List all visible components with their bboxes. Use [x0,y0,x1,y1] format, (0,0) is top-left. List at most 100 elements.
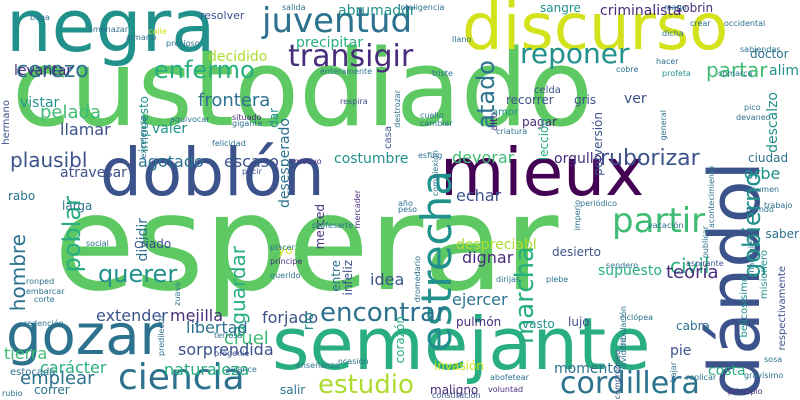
word-perversion: perversión [591,112,605,176]
word-inteligencia: inteligencia [398,3,445,12]
word-imperio: imperio [573,200,582,231]
word-mision: misionero [759,250,770,300]
word-mieux: mieux [440,134,645,211]
word-alim: alim [769,63,799,79]
word-saber: saber [765,227,799,241]
word-juventud: juventud [262,1,413,41]
word-occidental: occidental [724,19,766,28]
word-abrumador: abrumador [338,3,416,19]
word-situado: situado [232,113,262,122]
word-sangre: sangre [540,1,581,15]
word-dividido: dividido [619,338,628,370]
word-pacir: pacir [242,167,262,176]
word-estocada: estocada [10,367,56,378]
word-devorar: devorar [452,148,515,167]
word-casa: casa [383,126,394,149]
word-ciencia: ciencia [118,357,245,398]
word-excelencia: excelencia [139,116,148,159]
word-rio: río [301,312,317,331]
word-transigir: transigir [288,39,414,74]
word-idea: idea [370,270,405,289]
word-belicosisimo: belicosísimo [739,276,750,338]
word-sabiendas: sabiendas [740,45,781,54]
word-plebe: plebe [546,275,569,284]
word-cobre: cobre [616,65,639,74]
word-lujo: lujo [568,315,590,329]
word-pelada: pelada [40,102,101,123]
word-destrozar: destrozar [393,90,402,128]
word-ciclopea: ciclópea [620,313,654,322]
word-peso: peso [398,205,418,214]
word-placer: placer [270,243,295,252]
word-semejante: semejante [272,302,651,386]
word-teoria: teoría [666,262,719,283]
word-dividir: dividir [135,218,151,262]
word-maligno: maligno [430,383,479,397]
word-gozar: gozar [6,303,163,368]
word-acontecimiento: acontecimiento [707,166,716,228]
word-embarcar: embarcar [26,287,65,296]
word-precipitar: precipitar [296,35,364,51]
word-orgullo: orgullo [554,151,603,167]
word-esfing: esfing [418,151,443,160]
word-principio: principio [728,387,763,396]
word-sosa: sosa [764,355,783,364]
word-resumen: resumen [744,185,780,194]
word-reponer: reponer [520,37,630,70]
word-recorrer: recorrer [506,93,554,107]
word-dignar: dignar [462,248,514,267]
word-vistar: vistar [20,95,60,111]
word-aquivocar: aquivocar [170,115,210,124]
word-terrosa: terrosa [214,331,243,340]
word-hombre: hombre [6,234,30,312]
word-replicar: replicar [686,373,717,382]
word-larga: larga [62,199,93,213]
word-motivo: motivo [294,157,322,166]
word-vacacion: vacación [648,221,684,230]
word-mano: mano [664,3,687,12]
word-partar: partar [706,58,768,82]
word-caracter: carácter [40,358,107,377]
word-profeta: profeta [662,69,691,78]
word-bajar: bajar [669,362,678,383]
word-aspirante: aspirante [686,259,724,268]
word-resolver: resolver [200,9,245,22]
word-ensenanza: enseñanza [296,361,340,370]
word-salir: salir [280,383,306,397]
word-desesperado: desesperado [277,118,293,208]
word-hermano: hermano [1,100,12,145]
word-naturaleza: naturaleza [164,360,250,379]
word-orbe: orbe [744,164,781,183]
word-cabra: cabra [676,319,710,333]
word-respira: respira [340,97,368,106]
word-gravisimo: gravísimo [744,371,784,380]
word-publicar: publicar [701,226,710,259]
word-ejercer: ejercer [452,290,508,309]
word-ruborizar: ruborizar [600,146,700,171]
word-decidido: decidido [208,49,268,65]
word-celda: celda [534,85,561,96]
word-calle: calle [148,27,167,36]
word-cerezo: cerezo [16,58,89,83]
word-levantar: levantar [14,63,73,79]
word-ronped: ronped [26,277,55,286]
word-mundo: mundo [746,205,774,214]
word-cordillera: cordillera [560,366,700,400]
word-abofetear: abofetear [490,373,529,382]
word-constitucion: constitución [432,391,481,400]
word-sorprendida: sorprendida [178,340,274,359]
word-pagar: pagar [522,115,557,129]
word-zuavo: zuavo [173,282,182,306]
word-libertad: libertad [186,318,248,337]
word-partir: partir [612,201,706,241]
word-civil: civil [670,254,710,278]
word-criminalista: criminalista [600,3,682,19]
word-yo: yo [278,243,293,257]
word-doblon: doblón [100,134,325,211]
word-desierto: desierto [552,245,601,259]
word-pulmon: pulmón [456,315,502,329]
word-echar: echar [456,186,502,205]
word-frontera: frontera [198,90,271,111]
word-atravesar: atravesar [60,165,127,181]
